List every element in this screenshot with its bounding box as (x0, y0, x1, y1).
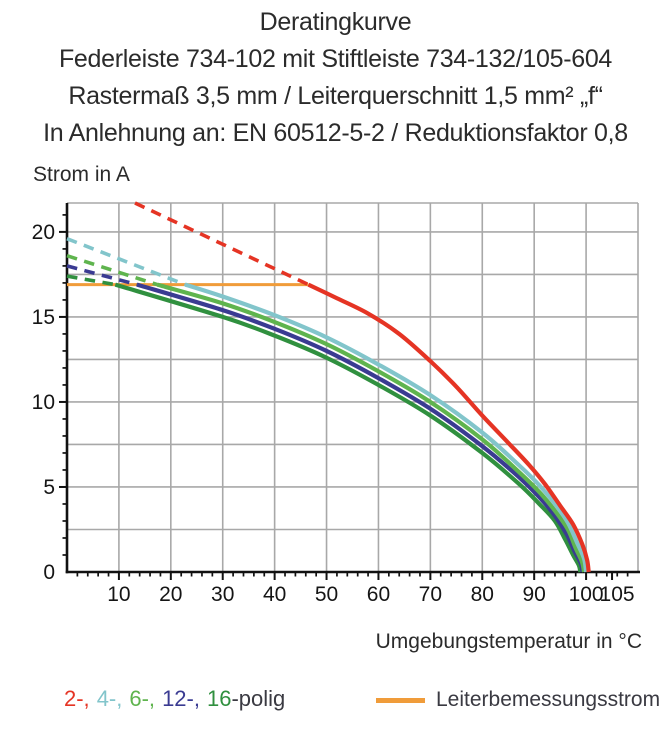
rated-current-line-swatch (376, 697, 425, 703)
legend-pole-suffix: -polig (231, 686, 286, 711)
x-tick-label: 70 (419, 583, 442, 606)
y-tick-label: 10 (32, 391, 55, 414)
curve-dashed-6-polig (66, 253, 158, 287)
rated-current-label: Leiterbemessungsstrom (436, 688, 661, 711)
chart-title-block: Deratingkurve Federleiste 734-102 mit St… (0, 4, 671, 152)
chart-title-line1: Deratingkurve (259, 8, 412, 36)
x-tick-label: 60 (367, 583, 390, 606)
x-tick-label: 100 (569, 583, 604, 606)
y-tick-label: 20 (32, 221, 55, 244)
legend-pole-item: 2-, (64, 686, 90, 711)
x-tick-label: 50 (315, 583, 338, 606)
plot-series (66, 201, 591, 573)
y-tick-label: 5 (43, 476, 55, 499)
x-axis-title: Umgebungstemperatur in °C (375, 630, 642, 653)
x-tick-label: 90 (523, 583, 546, 606)
x-tick-label: 20 (159, 583, 182, 606)
x-tick-label: 30 (211, 583, 234, 606)
x-tick-label: 105 (600, 583, 635, 606)
curve-6-polig (156, 282, 587, 573)
legend-pole-item: 16 (206, 686, 232, 711)
y-tick-label: 15 (32, 306, 55, 329)
curve-dashed-16-polig (66, 274, 116, 287)
x-tick-label: 40 (263, 583, 286, 606)
legend-pole-counts: 2-, 4-, 6-, 12-, 16-polig (64, 686, 285, 712)
curve-dashed-2-polig (134, 201, 310, 287)
y-axis-title: Strom in A (33, 163, 130, 186)
x-tick-label: 80 (471, 583, 494, 606)
chart-title-line4: In Anlehnung an: EN 60512-5-2 / Reduktio… (43, 119, 628, 147)
plot-ticks (59, 214, 629, 580)
curve-16-polig (114, 282, 583, 573)
curve-dashed-4-polig (66, 237, 187, 287)
chart-title-line2: Federleiste 734-102 mit Stiftleiste 734-… (58, 45, 613, 73)
plot-grid (67, 202, 639, 572)
x-tick-label: 10 (107, 583, 130, 606)
legend-pole-item: 12-, (162, 686, 200, 711)
legend-pole-item: 6-, (129, 686, 156, 711)
legend-rated-current: Leiterbemessungsstrom (376, 688, 660, 712)
curve-4-polig (184, 282, 589, 573)
chart-title-line3: Rastermaß 3,5 mm / Leiterquerschnitt 1,5… (68, 82, 603, 110)
legend-pole-item: 4-, (96, 686, 123, 711)
curve-12-polig (136, 282, 585, 573)
curve-dashed-12-polig (66, 264, 138, 287)
curve-2-polig (307, 282, 591, 573)
y-tick-label: 0 (43, 561, 55, 584)
